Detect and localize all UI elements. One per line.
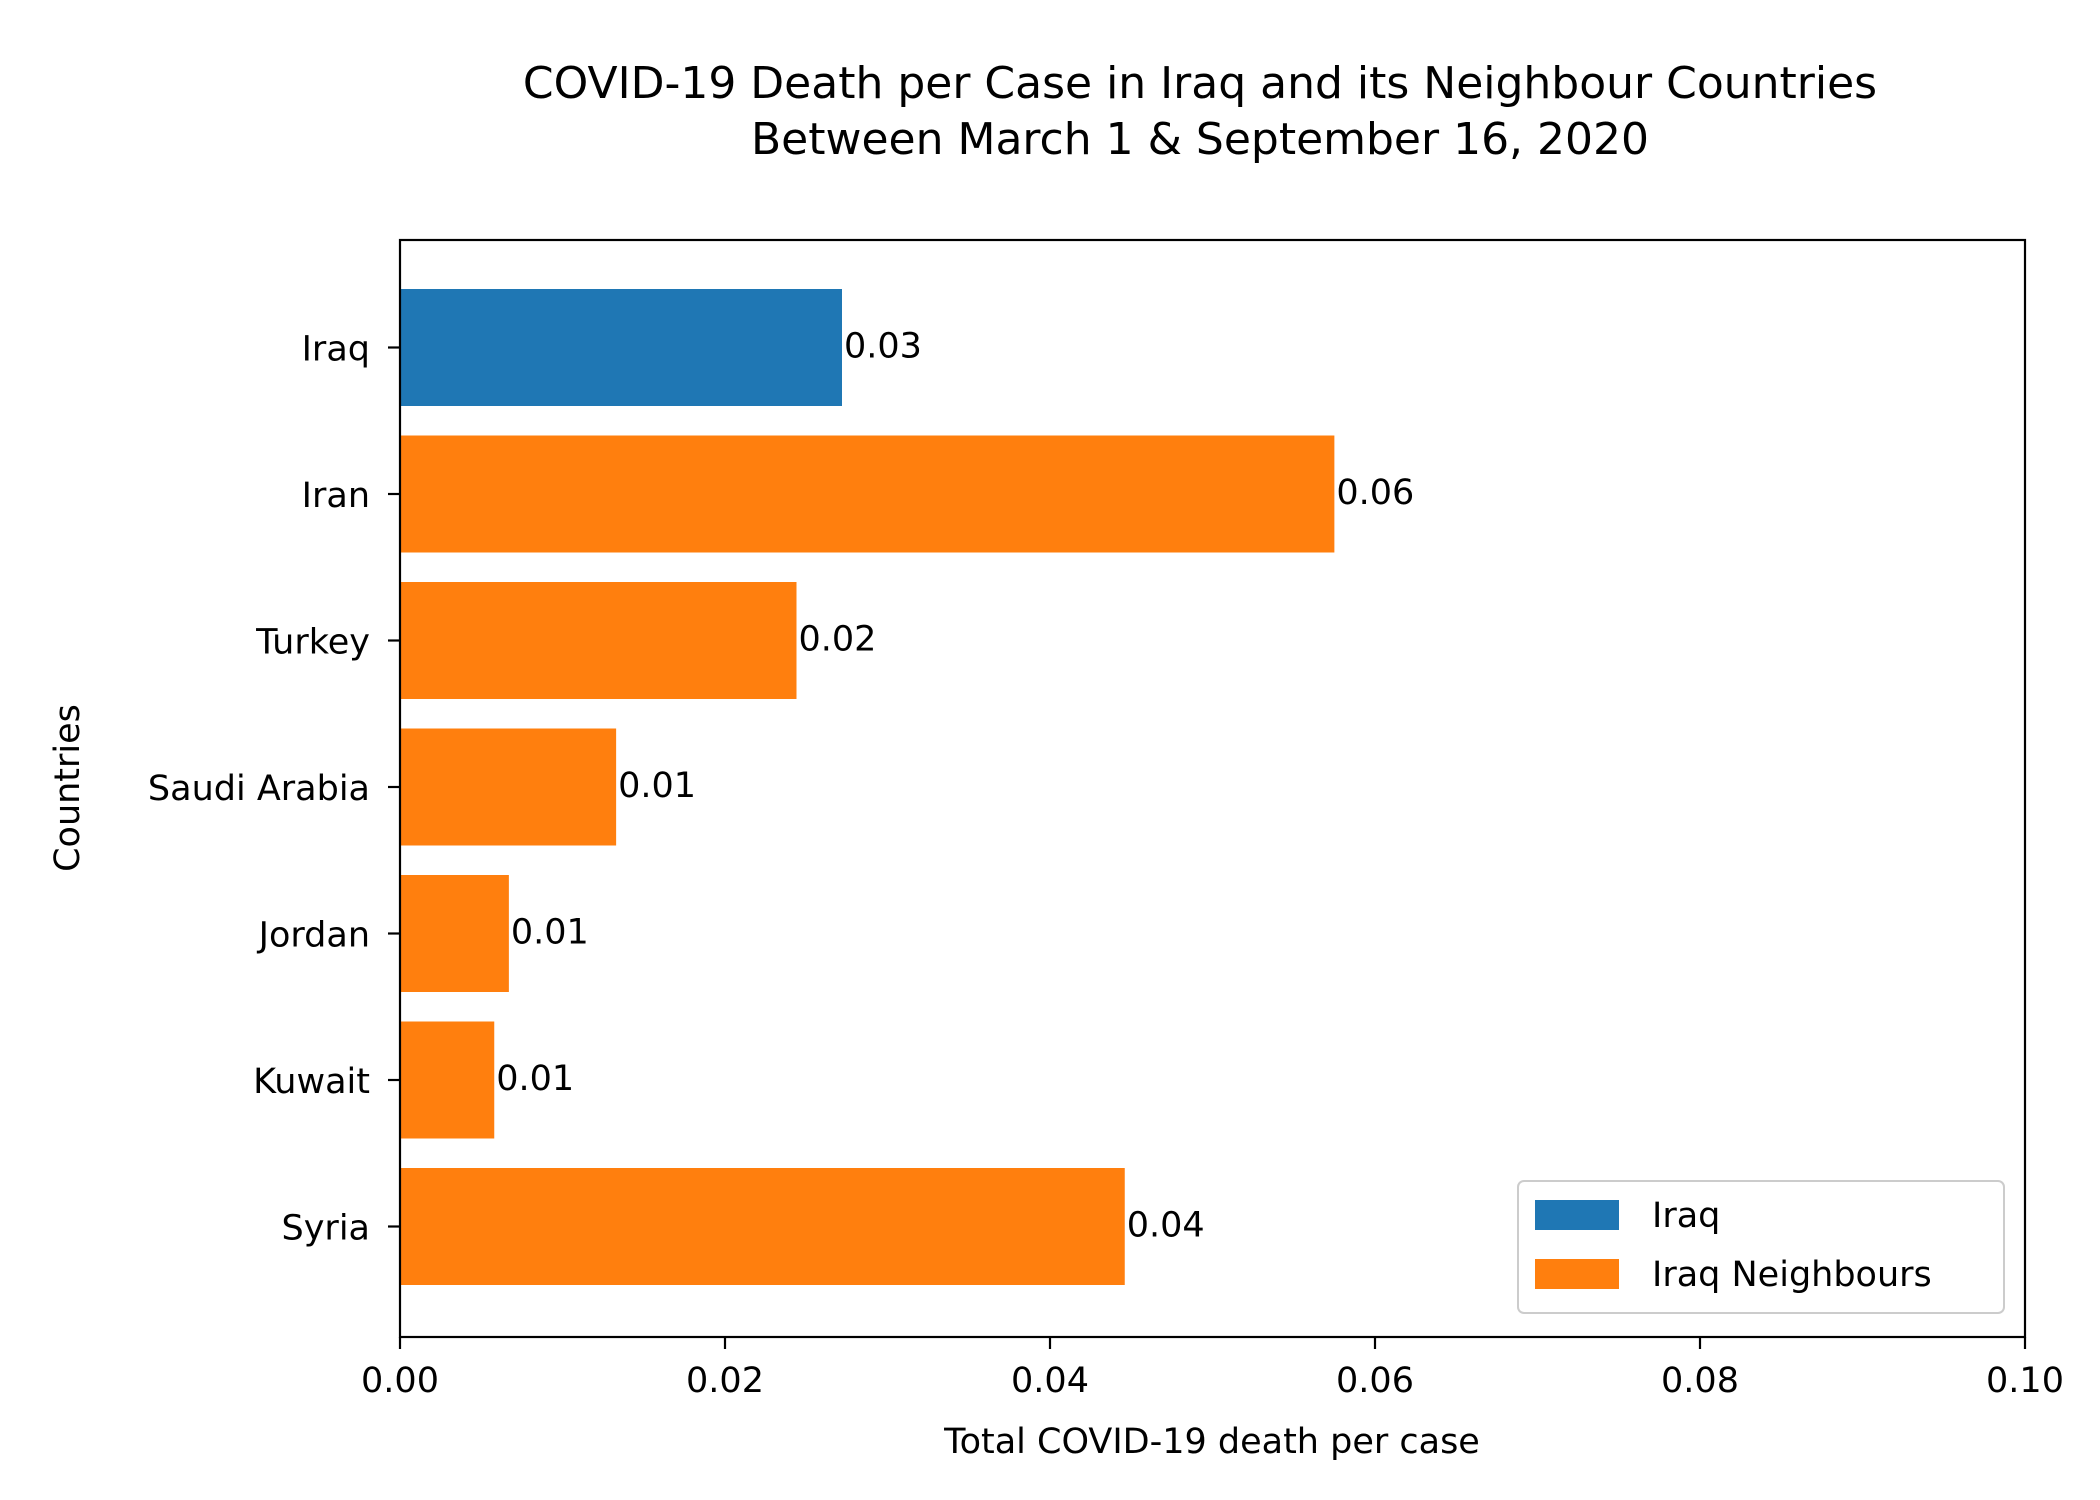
y-axis-label: Countries: [48, 704, 88, 872]
x-tick-label: 0.04: [1011, 1361, 1089, 1401]
data-labels-group: 0.03 0.06 0.02 0.01 0.01 0.01 0.04: [496, 327, 1414, 1246]
y-axis-ticks: Iraq Iran Turkey Saudi Arabia Jordan Kuwait Sy…: [148, 330, 400, 1249]
data-label-saudi-arabia: 0.01: [618, 766, 696, 806]
data-label-kuwait: 0.01: [496, 1059, 574, 1099]
legend-box: [1517, 1180, 2005, 1314]
y-tick-label: Saudi Arabia: [148, 769, 370, 809]
legend-label-iraq-neighbours: Iraq Neighbours: [1652, 1255, 1932, 1295]
bar-iraq: [400, 289, 842, 406]
bar-turkey: [400, 582, 797, 699]
y-tick-label: Jordan: [257, 916, 370, 956]
data-label-iran: 0.06: [1336, 473, 1414, 513]
data-label-jordan: 0.01: [511, 913, 589, 953]
bar-kuwait: [400, 1021, 495, 1139]
y-tick-label: Turkey: [255, 623, 370, 663]
bars-group: [400, 289, 1335, 1285]
x-tick-label: 0.08: [1661, 1361, 1739, 1401]
y-tick-label: Iran: [302, 476, 370, 516]
data-label-iraq: 0.03: [844, 327, 922, 367]
plot-area-frame: [398, 238, 2027, 1339]
bar-jordan: [400, 875, 509, 992]
legend-label-iraq: Iraq: [1652, 1196, 1720, 1236]
legend: Iraq Iraq Neighbours: [1517, 1180, 2005, 1314]
bar-iran: [400, 435, 1335, 553]
bar-saudi-arabia: [400, 728, 617, 846]
legend-swatch-iraq: [1535, 1200, 1619, 1230]
data-label-turkey: 0.02: [799, 620, 877, 660]
chart-title-line-1: COVID-19 Death per Case in Iraq and its …: [523, 58, 1877, 109]
x-axis-label: Total COVID-19 death per case: [943, 1422, 1480, 1462]
bar-syria: [400, 1168, 1125, 1285]
x-tick-label: 0.10: [1986, 1361, 2064, 1401]
y-tick-label: Syria: [282, 1209, 371, 1249]
x-tick-label: 0.06: [1336, 1361, 1414, 1401]
y-tick-label: Iraq: [302, 330, 370, 370]
chart-title-line-2: Between March 1 & September 16, 2020: [751, 114, 1649, 165]
data-label-syria: 0.04: [1127, 1206, 1205, 1246]
y-tick-label: Kuwait: [253, 1062, 370, 1102]
legend-swatch-iraq-neighbours: [1535, 1259, 1619, 1289]
x-tick-label: 0.02: [686, 1361, 764, 1401]
x-tick-label: 0.00: [361, 1361, 439, 1401]
x-axis-ticks: 0.00 0.02 0.04 0.06 0.08 0.10: [361, 1337, 2064, 1401]
